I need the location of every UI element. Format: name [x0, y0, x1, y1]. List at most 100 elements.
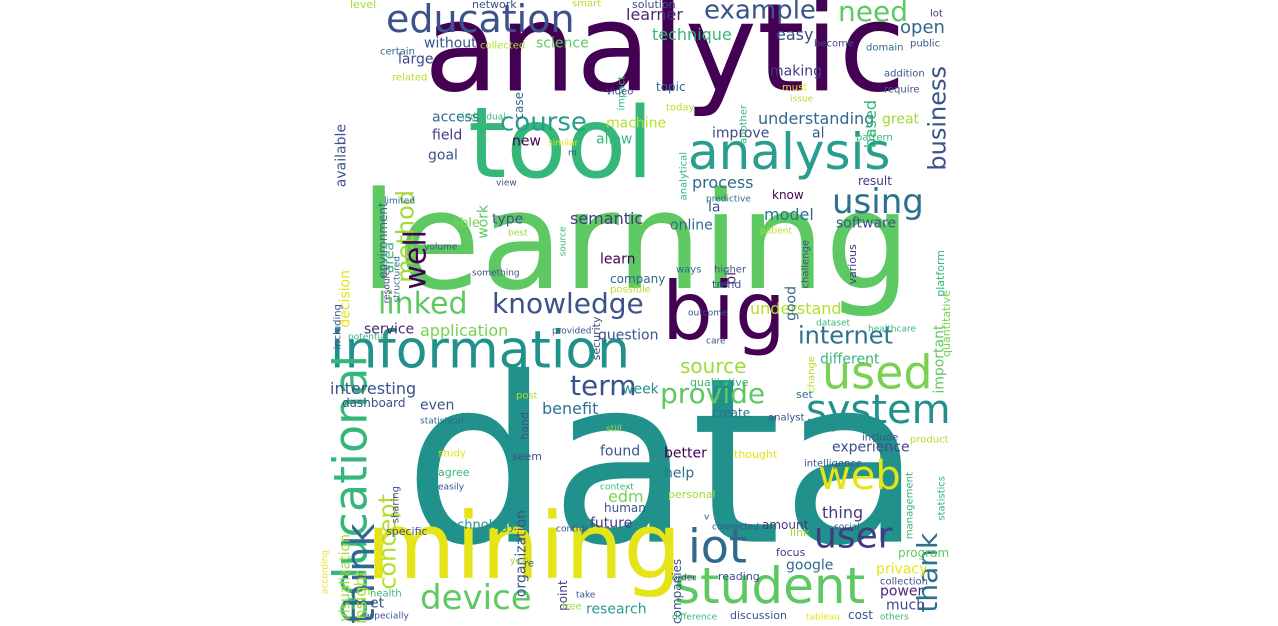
word-issue-135: issue	[790, 95, 814, 105]
word-program-110: program	[898, 546, 949, 560]
word-interesting-73: interesting	[330, 379, 416, 398]
word-educational-11: educational	[323, 355, 377, 624]
word-take-189: take	[576, 591, 596, 601]
word-trend-105: trend	[712, 278, 741, 291]
word-much-92: much	[886, 598, 925, 614]
word-companies-101: companies	[670, 559, 684, 624]
word-privacy-90: privacy	[876, 562, 927, 578]
word-web-13: web	[818, 453, 901, 499]
word-technology-85: technology	[444, 518, 516, 533]
word-source-32: source	[680, 354, 746, 378]
word-open-33: open	[900, 17, 945, 38]
word-knowledge-17: knowledge	[492, 287, 644, 320]
word-others-197: others	[880, 613, 909, 623]
word-environment-98: environment	[376, 202, 390, 279]
word-control-182: control	[556, 525, 587, 535]
word-thought-115: thought	[734, 448, 778, 461]
word-question-67: question	[598, 328, 658, 344]
word-concept-31: concept	[374, 494, 402, 590]
word-model-54: model	[764, 205, 814, 224]
word-understand-69: understand	[750, 299, 842, 318]
word-service-68: service	[364, 322, 414, 338]
word-great-65: great	[882, 112, 920, 128]
word-specific-181: specific	[386, 525, 428, 538]
word-used-9: used	[822, 345, 933, 399]
word-online-50: online	[670, 218, 713, 234]
word-must-133: must	[782, 82, 807, 93]
word-semantic-48: semantic	[570, 209, 643, 228]
word-making-63: making	[770, 64, 822, 80]
word-benefit-74: benefit	[542, 399, 598, 418]
word-hand-166: hand	[518, 412, 531, 440]
word-platform-156: platform	[934, 250, 947, 297]
word-resource-147: resource	[383, 264, 393, 303]
word-provided-161: provided	[552, 327, 592, 337]
word-cost-196: cost	[848, 608, 873, 622]
word-quantitative-157: quantitative	[940, 290, 953, 357]
word-post-165: post	[516, 390, 538, 401]
word-structured-149: structured	[393, 256, 403, 303]
word-result-58: result	[858, 174, 892, 188]
word-intelligence-177: intelligence	[804, 458, 862, 469]
word-social-184: social	[834, 523, 860, 533]
word-health-190: health	[370, 588, 402, 599]
word-area-99: area	[382, 242, 398, 273]
word-learning-1: learning	[360, 163, 911, 320]
word-statistics-179: statistics	[936, 476, 947, 521]
word-mining-4: mining	[366, 493, 682, 600]
word-collection-111: collection	[880, 576, 928, 587]
word-certain-125: certain	[380, 46, 415, 57]
word-field-43: field	[432, 128, 462, 144]
word-free-191: free	[562, 601, 582, 612]
word-view-141: view	[496, 179, 517, 189]
word-reading-107: reading	[718, 570, 760, 583]
word-smart-119: smart	[572, 0, 601, 9]
word-tableau-195: tableau	[806, 613, 840, 623]
word-outcome-158: outcome	[688, 309, 728, 319]
word-pattern-138: pattern	[856, 132, 893, 143]
word-process-56: process	[692, 173, 753, 192]
word-et-87: et	[370, 596, 385, 612]
word-understanding-61: understanding	[758, 109, 874, 128]
word-public-124: public	[910, 38, 940, 49]
word-include-113: include	[862, 432, 898, 443]
word-important-70: important	[932, 324, 948, 394]
word-system-12: system	[806, 387, 951, 433]
word-statistical-168: statistical	[420, 417, 463, 427]
word-technique-35: technique	[652, 25, 732, 44]
word-access-40: access	[432, 110, 479, 126]
word-especially-192: especially	[364, 612, 409, 622]
word-even-76: even	[420, 398, 454, 414]
word-analytic-2: analytic	[424, 0, 906, 119]
word-device-16: device	[420, 578, 532, 618]
word-analyst-116: analyst	[768, 412, 805, 423]
word-business-23: business	[924, 66, 952, 171]
word-create-94: create	[712, 406, 750, 420]
word-available-97: available	[334, 124, 350, 187]
word-found-81: found	[600, 444, 640, 460]
word-care-162: care	[706, 337, 726, 347]
word-focus-108: focus	[776, 546, 806, 559]
word-possible-151: possible	[610, 284, 651, 295]
word-link-109: link	[790, 526, 810, 539]
word-thing-82: thing	[822, 503, 863, 522]
word-think-18: think	[338, 523, 384, 625]
word-linked-25: linked	[378, 287, 468, 322]
word-dataset-163: dataset	[816, 319, 850, 329]
word-qualitative-106: qualitative	[690, 376, 749, 389]
word-related-128: related	[392, 72, 427, 83]
word-research-88: research	[586, 602, 647, 618]
word-la-53: la	[708, 200, 720, 216]
word-study-170: study	[438, 448, 466, 459]
word-network-118: network	[472, 0, 517, 11]
word-goal-45: goal	[428, 148, 458, 164]
word-allow-42: allow	[596, 132, 632, 148]
word-internet-24: internet	[798, 322, 893, 350]
word-similar-139: similar	[548, 139, 578, 149]
word-point-102: point	[556, 580, 570, 611]
word-different-72: different	[820, 352, 880, 368]
word-healthcare-164: healthcare	[868, 325, 916, 335]
word-change-167: change	[806, 356, 817, 393]
word-information-6: information	[330, 321, 630, 381]
